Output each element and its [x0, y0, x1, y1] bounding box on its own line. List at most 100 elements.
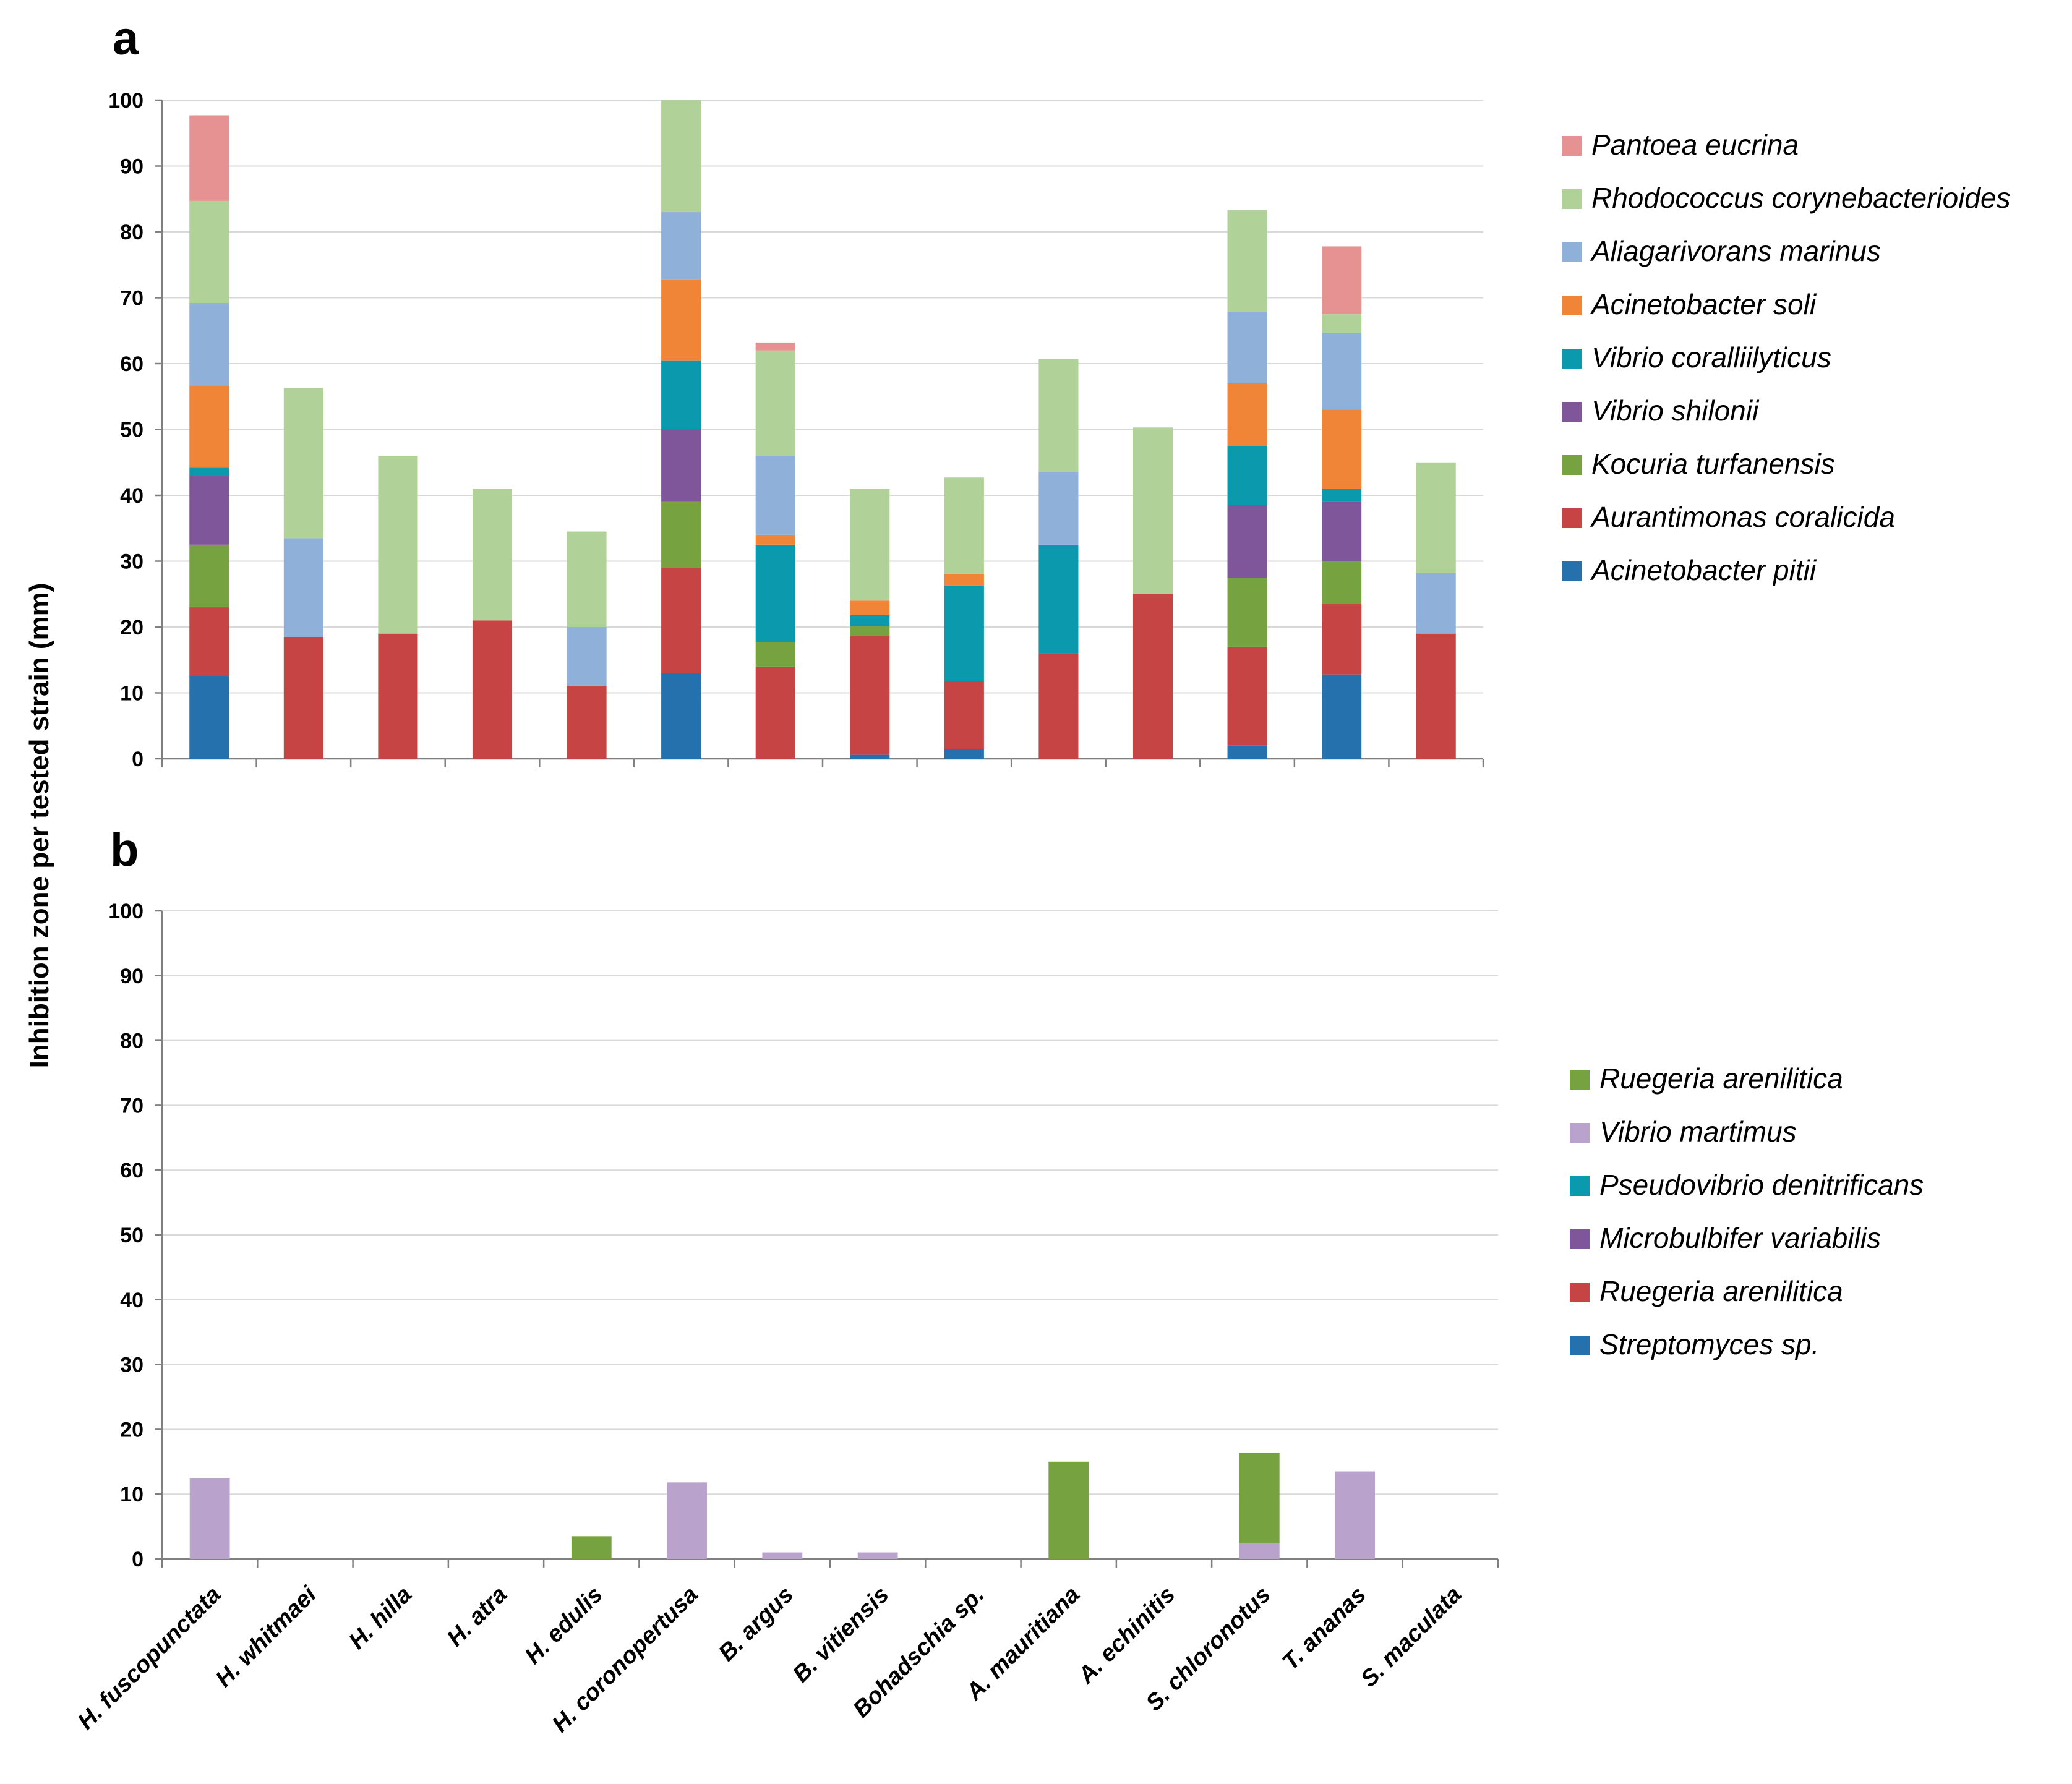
- x-category-label: S. maculata: [1356, 1582, 1466, 1692]
- bar-segment: [189, 200, 229, 304]
- legend-label: Vibrio shilonii: [1591, 395, 1760, 427]
- y-tick-label: 10: [120, 1483, 143, 1506]
- legend-swatch: [1570, 1283, 1590, 1302]
- bar-segment: [1038, 653, 1079, 759]
- y-tick-label: 30: [120, 550, 143, 574]
- legend-label: Aliagarivorans marinus: [1590, 235, 1881, 267]
- bar-segment: [755, 342, 795, 351]
- legend-label: Pseudovibrio denitrificans: [1599, 1169, 1924, 1201]
- bar-segment: [661, 360, 701, 430]
- bar-segment: [755, 534, 795, 545]
- y-tick-label: 50: [120, 419, 143, 442]
- bar-segment: [1048, 1461, 1089, 1559]
- legend-swatch: [1562, 189, 1582, 209]
- legend-label: Acinetobacter pitii: [1590, 554, 1817, 586]
- bar-segment: [1322, 314, 1362, 333]
- y-tick-label: 40: [120, 484, 143, 508]
- legend-swatch: [1570, 1070, 1590, 1090]
- bar-segment: [472, 489, 513, 621]
- panel-b-legend: Ruegeria arenilitica Vibrio martimus Pseud…: [1570, 1062, 1924, 1360]
- bar-segment: [1227, 505, 1267, 578]
- x-category-label: T. ananas: [1277, 1582, 1371, 1676]
- bar-segment: [755, 350, 795, 456]
- legend-label: Streptomyces sp.: [1599, 1328, 1819, 1360]
- y-tick-label: 20: [120, 1418, 143, 1441]
- bar-segment: [661, 212, 701, 280]
- bar-segment: [755, 666, 795, 759]
- bar-segment: [189, 115, 229, 201]
- bar-segment: [189, 476, 229, 545]
- y-axis-label: Inhibition zone per tested strain (mm): [24, 583, 54, 1069]
- bar-segment: [1227, 210, 1267, 312]
- bar-segment: [755, 544, 795, 642]
- legend-swatch: [1562, 561, 1582, 581]
- y-tick-label: 80: [120, 1030, 143, 1053]
- legend-label: Microbulbifer variabilis: [1599, 1222, 1881, 1254]
- bar-segment: [571, 1536, 612, 1559]
- bar-segment: [667, 1482, 707, 1559]
- x-category-label: B. argus: [714, 1582, 798, 1667]
- legend-label: Pantoea eucrina: [1591, 129, 1799, 161]
- bar-segment: [661, 501, 701, 568]
- bar-segment: [189, 676, 229, 759]
- bar-segment: [1227, 646, 1267, 746]
- legend-label: Ruegeria arenilitica: [1599, 1062, 1843, 1095]
- bar-segment: [1416, 573, 1456, 634]
- bar-segment: [661, 568, 701, 673]
- y-tick-label: 10: [120, 682, 143, 706]
- y-tick-label: 50: [120, 1224, 143, 1247]
- bar-segment: [1322, 674, 1362, 759]
- legend-swatch: [1562, 455, 1582, 475]
- y-tick-label: 90: [120, 155, 143, 179]
- y-tick-label: 90: [120, 965, 143, 988]
- legend-swatch: [1570, 1229, 1590, 1249]
- y-tick-label: 80: [120, 221, 143, 244]
- y-tick-label: 70: [120, 1094, 143, 1117]
- bar-segment: [283, 388, 323, 539]
- bar-segment: [378, 633, 418, 759]
- bar-segment: [189, 607, 229, 676]
- bar-segment: [1132, 594, 1173, 759]
- bar-segment: [755, 642, 795, 667]
- bar-segment: [661, 673, 701, 759]
- bar-segment: [567, 686, 607, 759]
- bar-segment: [1322, 489, 1362, 502]
- bar-segment: [850, 626, 890, 636]
- legend-swatch: [1562, 349, 1582, 369]
- y-tick-label: 40: [120, 1289, 143, 1312]
- bar-segment: [378, 456, 418, 634]
- bar-segment: [1227, 745, 1267, 759]
- bar-segment: [189, 385, 229, 468]
- bar-segment: [189, 303, 229, 386]
- bar-segment: [1335, 1471, 1375, 1559]
- bar-segment: [944, 681, 984, 749]
- bar-segment: [1416, 462, 1456, 573]
- bar-segment: [944, 477, 984, 574]
- bar-segment: [1227, 578, 1267, 647]
- bar-segment: [944, 585, 984, 681]
- y-tick-label: 20: [120, 616, 143, 639]
- x-category-label: A. echinitis: [1073, 1582, 1181, 1689]
- bar-segment: [189, 544, 229, 608]
- y-tick-label: 100: [108, 900, 143, 923]
- bar-segment: [755, 456, 795, 535]
- legend-swatch: [1562, 508, 1582, 528]
- bar-segment: [1227, 312, 1267, 383]
- legend-swatch: [1570, 1336, 1590, 1355]
- bar-segment: [1322, 332, 1362, 410]
- legend-label: Rhodococcus corynebacterioides: [1591, 182, 2011, 214]
- bar-segment: [1227, 446, 1267, 505]
- bar-segment: [944, 749, 984, 759]
- bar-segment: [857, 1552, 898, 1559]
- bar-segment: [850, 600, 890, 615]
- panel-a-chart: 0 10 20 30 40 50 60 70 80 90 100: [108, 89, 1484, 771]
- x-category-label: H. fuscopunctata: [73, 1582, 226, 1735]
- bar-segment: [661, 279, 701, 361]
- bar-segment: [1322, 409, 1362, 489]
- legend-label: Aurantimonas coralicida: [1590, 501, 1895, 533]
- bar-segment: [1132, 427, 1173, 594]
- y-tick-label: 60: [120, 1159, 143, 1182]
- legend-label: Vibrio coralliilyticus: [1591, 341, 1831, 373]
